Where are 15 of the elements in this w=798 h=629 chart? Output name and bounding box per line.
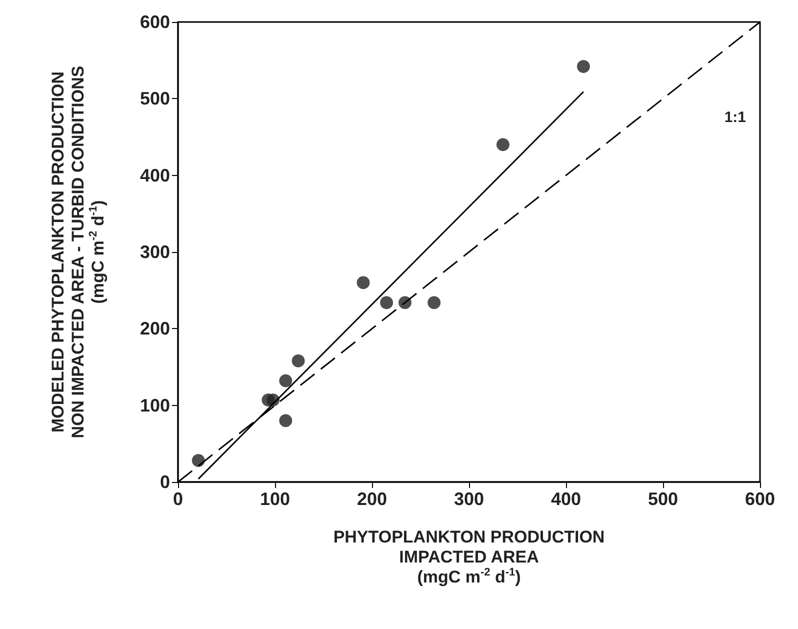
x-tick-label: 300 [454, 489, 484, 509]
x-tick-label: 600 [744, 489, 776, 509]
x-tick-label: 400 [550, 489, 582, 509]
annotation: 1:1 [724, 109, 746, 126]
y-tick-label: 0 [160, 472, 170, 492]
x-tick-label: 0 [172, 489, 184, 509]
y-tick-label: 100 [140, 395, 170, 416]
x-tick-label: 100 [260, 489, 290, 509]
y-tick-label: 400 [140, 165, 170, 186]
y-tick-label: 200 [140, 318, 170, 339]
y-tick-label: 600 [140, 12, 170, 32]
y-tick-label: 300 [140, 242, 170, 262]
x-tick-label: 500 [648, 489, 678, 509]
y-tick-label: 500 [140, 88, 170, 109]
x-tick-label: 200 [356, 489, 388, 509]
